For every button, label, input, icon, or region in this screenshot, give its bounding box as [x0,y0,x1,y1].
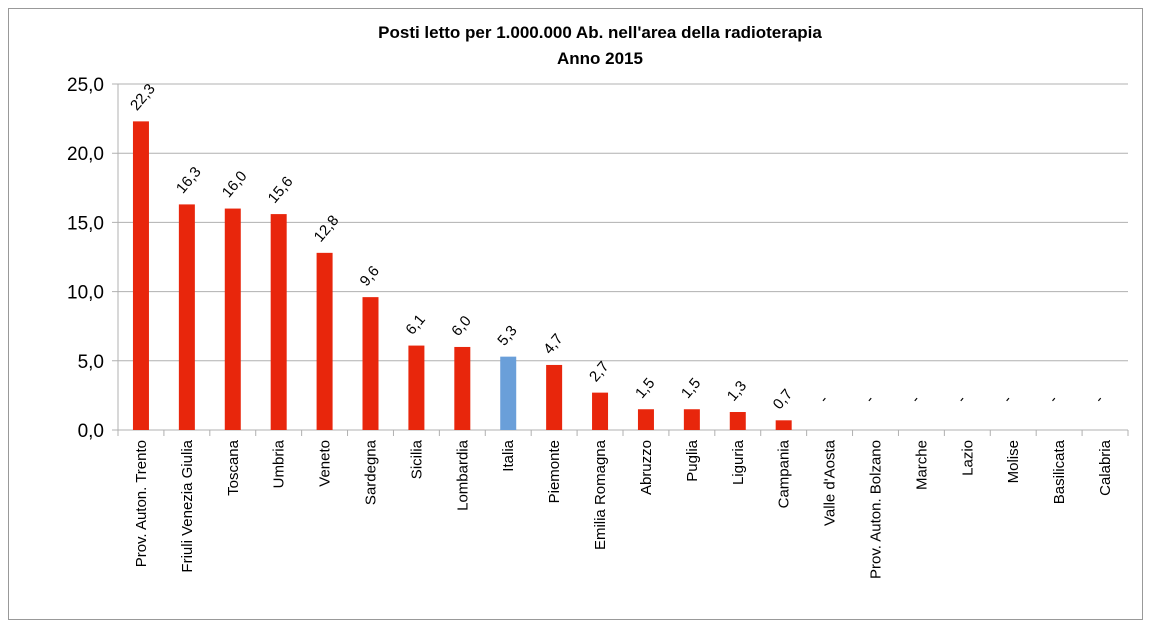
bar [408,345,425,430]
x-tick-label: Emilia Romagna [592,439,609,550]
x-tick-label: Calabria [1097,439,1114,496]
x-tick-label: Friuli Venezia Giulia [179,439,196,572]
bar [592,392,609,430]
x-tick-label: Prov. Auton. Trento [133,440,150,567]
bar [178,204,195,430]
bar [270,214,287,430]
x-tick-label: Puglia [684,439,701,481]
x-tick-label: Italia [500,439,517,471]
x-tick-label: Campania [776,439,793,508]
x-tick-label: Molise [1005,440,1022,483]
x-tick-label: Lombardia [454,439,471,511]
chart-border [8,8,1143,620]
x-tick-label: Piemonte [546,440,563,503]
x-tick-label: Marche [913,440,930,490]
x-tick-label: Basilicata [1051,439,1068,504]
x-tick-label: Abruzzo [638,440,655,495]
x-tick-label: Sicilia [408,439,425,479]
chart-title: Posti letto per 1.000.000 Ab. nell'area … [378,23,822,42]
bar [362,297,379,430]
bar [729,412,746,430]
bar [683,409,700,430]
bar [500,356,517,430]
x-tick-label: Prov. Auton. Bolzano [868,440,885,579]
y-tick-label: 20,0 [67,144,104,165]
bar [224,208,241,430]
x-tick-label: Toscana [225,439,242,496]
y-tick-label: 25,0 [67,75,104,96]
y-tick-label: 15,0 [67,213,104,234]
x-tick-label: Sardegna [363,439,380,505]
bar [132,121,149,431]
x-tick-label: Liguria [730,439,747,485]
y-tick-label: 0,0 [78,421,104,442]
bar [637,409,654,430]
chart-subtitle: Anno 2015 [557,49,643,68]
x-tick-label: Umbria [271,439,288,488]
x-tick-label: Lazio [959,440,976,476]
x-tick-label: Valle d'Aosta [822,439,839,526]
bar [454,346,471,430]
y-tick-label: 10,0 [67,283,104,304]
y-tick-label: 5,0 [78,352,104,373]
bar [316,252,333,430]
bar [546,364,563,430]
x-tick-label: Veneto [317,440,334,487]
bar [775,420,792,430]
